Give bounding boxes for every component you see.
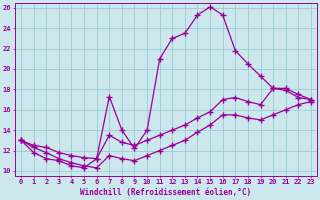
X-axis label: Windchill (Refroidissement éolien,°C): Windchill (Refroidissement éolien,°C) <box>80 188 252 197</box>
